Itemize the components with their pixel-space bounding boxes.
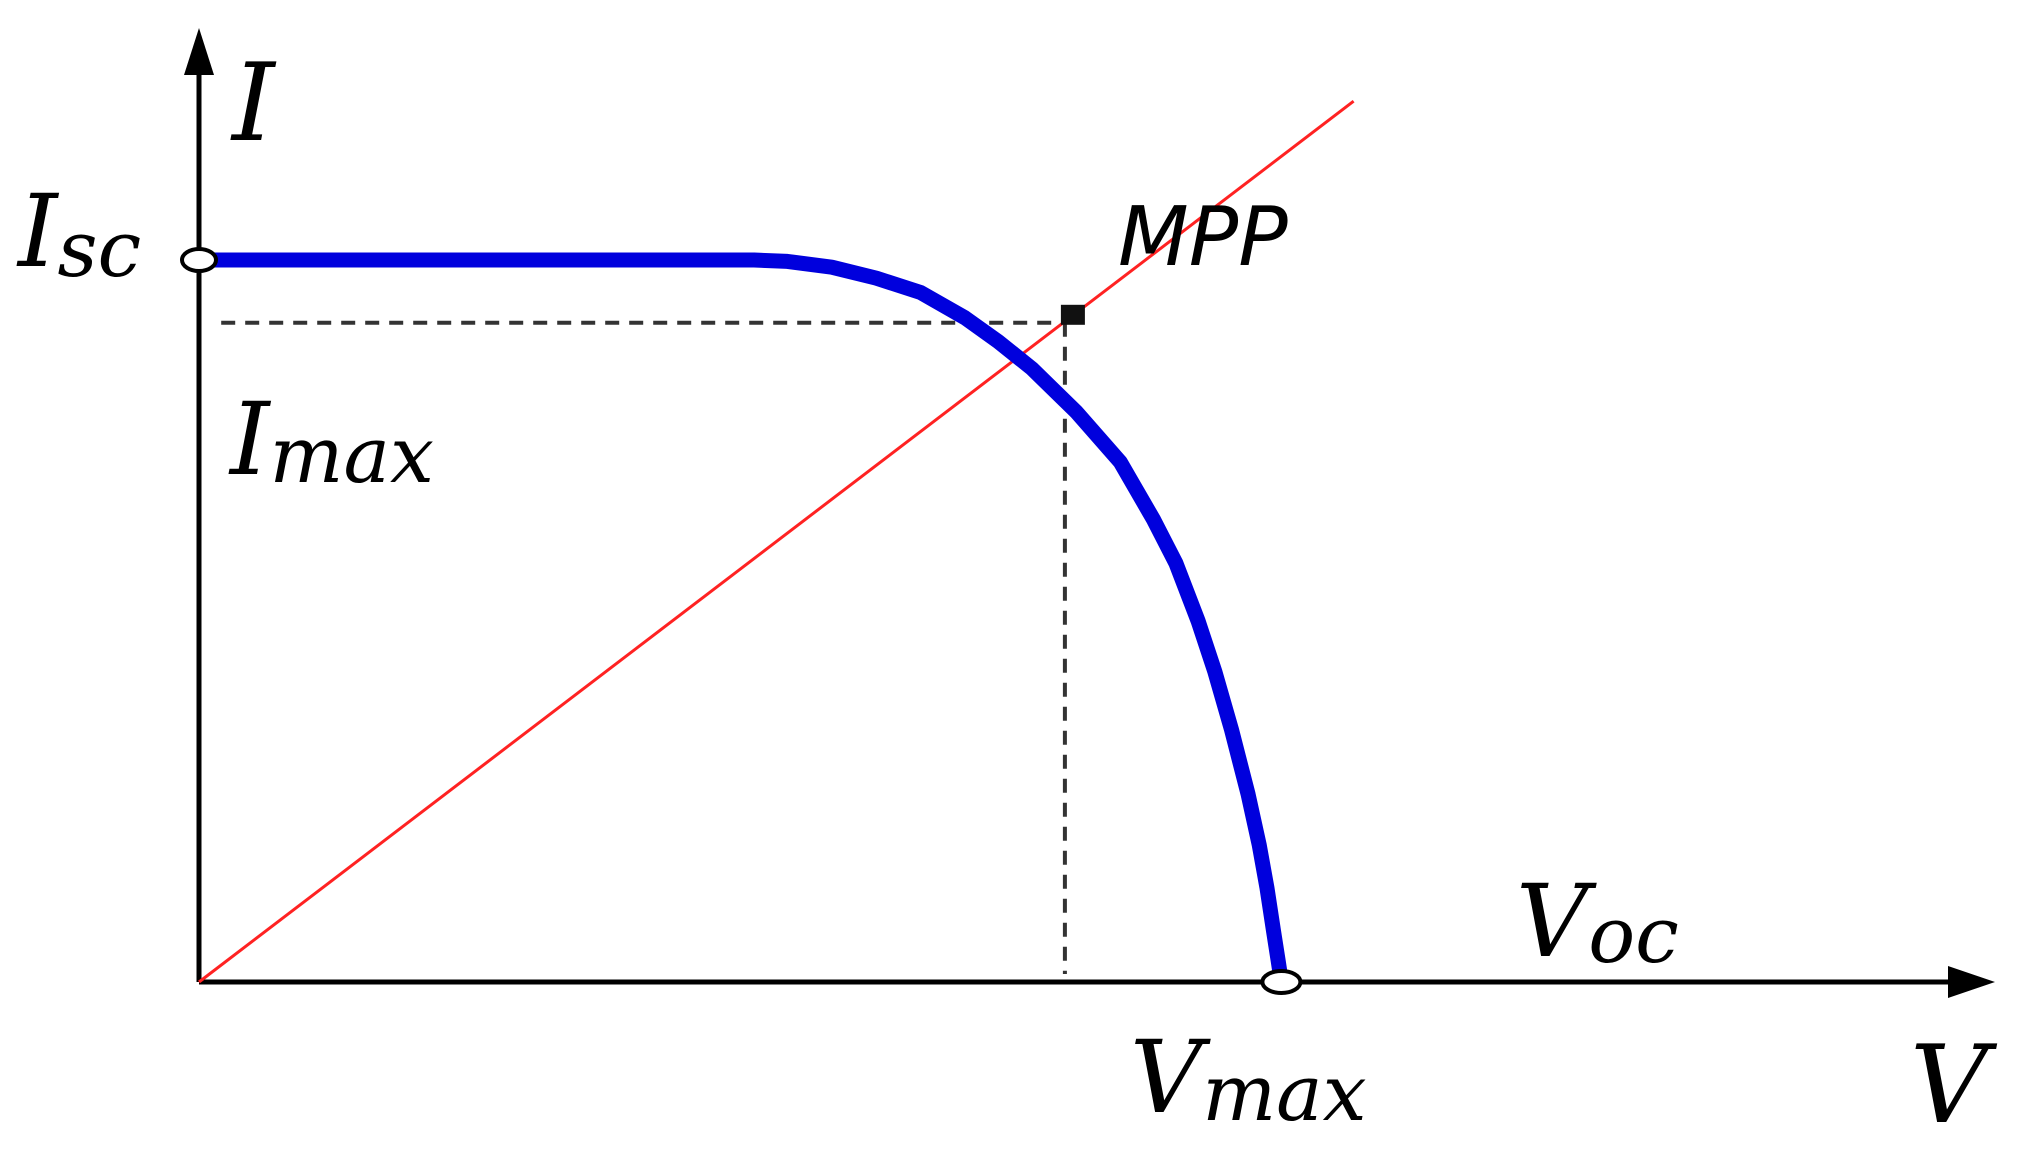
isc-point [180,247,218,273]
x-axis-arrow [1948,966,1995,998]
y-axis-label: I [230,41,277,166]
mpp-label: MPP [1118,190,1288,285]
voc-point [1260,969,1303,995]
x-axis-label: V [1910,1023,1998,1148]
y-axis-arrow [184,28,214,75]
mpp-point [1060,304,1085,325]
isc-label: Isc [16,173,141,295]
vmax-label: Vmax [1130,1019,1367,1139]
imax-label: Imax [228,381,434,501]
load-line [198,100,1355,984]
voc-label: Voc [1516,863,1679,981]
iv-curve [191,252,1289,990]
